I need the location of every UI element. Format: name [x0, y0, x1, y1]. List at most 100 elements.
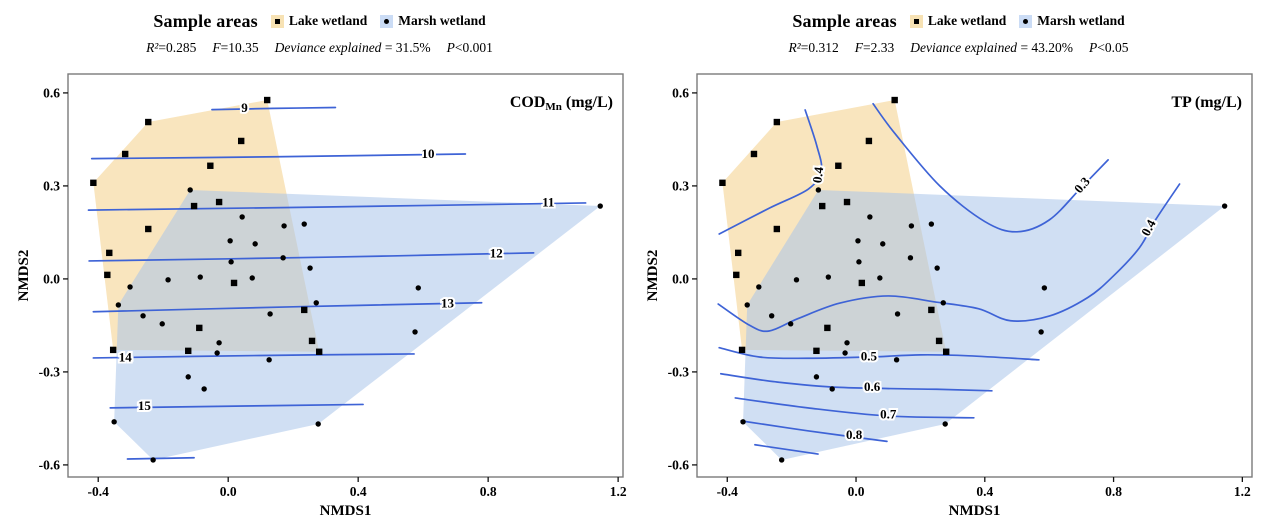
legend-label-marsh: Marsh wetland: [398, 13, 486, 28]
x-tick-label: 0.4: [350, 484, 367, 499]
panel-codmn: Sample areas Lake wetland Marsh wetland …: [0, 0, 639, 530]
y-tick-label: 0.3: [43, 178, 60, 193]
data-point-marsh: [829, 386, 835, 392]
data-point-lake: [263, 96, 271, 104]
y-tick-label: -0.3: [668, 364, 690, 379]
data-point-marsh: [940, 300, 946, 306]
contour-line: [734, 397, 975, 419]
contour-line: [126, 456, 195, 460]
data-point-marsh: [928, 221, 935, 227]
data-point-lake: [935, 337, 943, 345]
data-point-lake: [185, 347, 192, 355]
contour-line: [88, 252, 535, 262]
legend-item-marsh: Marsh wetland: [380, 13, 486, 29]
data-point-lake: [735, 249, 742, 257]
stat-r2: R²=0.312: [788, 40, 839, 55]
x-axis-label: NMDS1: [949, 503, 1001, 519]
data-point-marsh: [867, 214, 873, 220]
data-point-marsh: [140, 313, 146, 319]
y-tick-label: 0.3: [672, 178, 689, 193]
y-axis-label: NMDS2: [16, 250, 32, 302]
contour-label: 10: [422, 146, 435, 161]
contour-label: 0.6: [864, 379, 881, 394]
contour-label: 0.3: [1071, 174, 1093, 196]
contour-line: [211, 106, 337, 111]
data-point-lake: [773, 118, 781, 126]
data-point-lake: [104, 271, 111, 279]
x-axis-label: NMDS1: [320, 503, 372, 519]
data-point-lake: [301, 306, 308, 314]
marsh-swatch: [380, 14, 394, 28]
data-point-marsh: [856, 259, 862, 265]
data-point-lake: [835, 162, 842, 169]
data-point-lake: [207, 162, 214, 169]
data-point-marsh: [252, 241, 258, 247]
data-point-marsh: [880, 241, 886, 247]
data-point-marsh: [756, 284, 762, 290]
panel-tp: Sample areas Lake wetland Marsh wetland …: [639, 0, 1278, 530]
data-point-marsh: [855, 238, 861, 244]
data-point-lake: [942, 348, 950, 355]
data-point-marsh: [227, 238, 233, 244]
data-point-marsh: [907, 255, 914, 261]
data-point-lake: [190, 202, 198, 210]
data-point-marsh: [201, 386, 207, 392]
data-point-marsh: [908, 223, 915, 229]
stat-p: P<0.05: [1089, 40, 1129, 55]
data-point-marsh: [266, 357, 272, 363]
contour-line: [92, 301, 483, 313]
contour-label: 15: [138, 398, 152, 413]
data-point-lake: [891, 96, 898, 104]
x-tick-label: 0.0: [220, 484, 237, 499]
data-point-lake: [230, 279, 238, 287]
data-point-marsh: [214, 350, 220, 356]
data-point-marsh: [597, 203, 603, 209]
contour-label: 12: [490, 245, 503, 260]
data-point-marsh: [768, 313, 775, 319]
contour-label: 9: [241, 100, 248, 115]
data-point-lake: [90, 179, 97, 187]
contour-line: [87, 202, 587, 211]
lake-swatch: [909, 14, 923, 28]
data-point-marsh: [778, 457, 785, 463]
data-point-marsh: [894, 311, 901, 317]
stat-f: F=10.35: [212, 40, 259, 55]
nmds-plot-tp: 0.4 0.30.40.50.60.70.8-0.4 0.0 0.4 0.8 1.20.6…: [645, 73, 1253, 519]
data-point-lake: [813, 347, 820, 355]
contour-label: 13: [441, 296, 455, 311]
panel-header: Sample areas Lake wetland Marsh wetland: [639, 0, 1278, 36]
stat-deviance: Deviance explained = 43.20%: [910, 40, 1074, 55]
plot-border: [696, 73, 1253, 478]
contour-line: [717, 183, 1181, 333]
contour-label: 0.4: [809, 165, 826, 183]
stats-line: R²=0.312 F=2.33 Deviance explained = 43.…: [639, 36, 1278, 60]
data-point-marsh: [934, 265, 940, 271]
data-point-lake: [738, 346, 746, 354]
y-tick-label: 0.0: [672, 271, 689, 286]
y-tick-label: 0.0: [43, 271, 60, 286]
data-point-lake: [315, 348, 323, 355]
data-point-marsh: [412, 329, 418, 335]
contour-line: [90, 153, 467, 160]
stat-r2: R²=0.285: [146, 40, 197, 55]
data-point-marsh: [842, 350, 848, 356]
data-point-lake: [109, 346, 117, 354]
data-point-lake: [145, 118, 152, 126]
x-tick-label: -0.4: [88, 484, 110, 499]
x-tick-label: -0.4: [717, 484, 739, 499]
data-point-marsh: [893, 357, 900, 363]
contour-line: [718, 109, 823, 235]
data-point-marsh: [740, 419, 746, 425]
surface-variable-label: CODMn (mg/L): [510, 94, 613, 113]
data-point-marsh: [1038, 329, 1044, 335]
data-point-lake: [928, 306, 935, 314]
data-point-lake: [106, 249, 113, 257]
data-point-marsh: [197, 274, 203, 280]
data-point-lake: [773, 225, 781, 233]
legend-title: Sample areas: [792, 10, 897, 31]
data-point-marsh: [787, 321, 794, 327]
marsh-swatch: [1019, 14, 1033, 28]
contour-line: [109, 403, 364, 409]
data-point-marsh: [825, 274, 832, 280]
